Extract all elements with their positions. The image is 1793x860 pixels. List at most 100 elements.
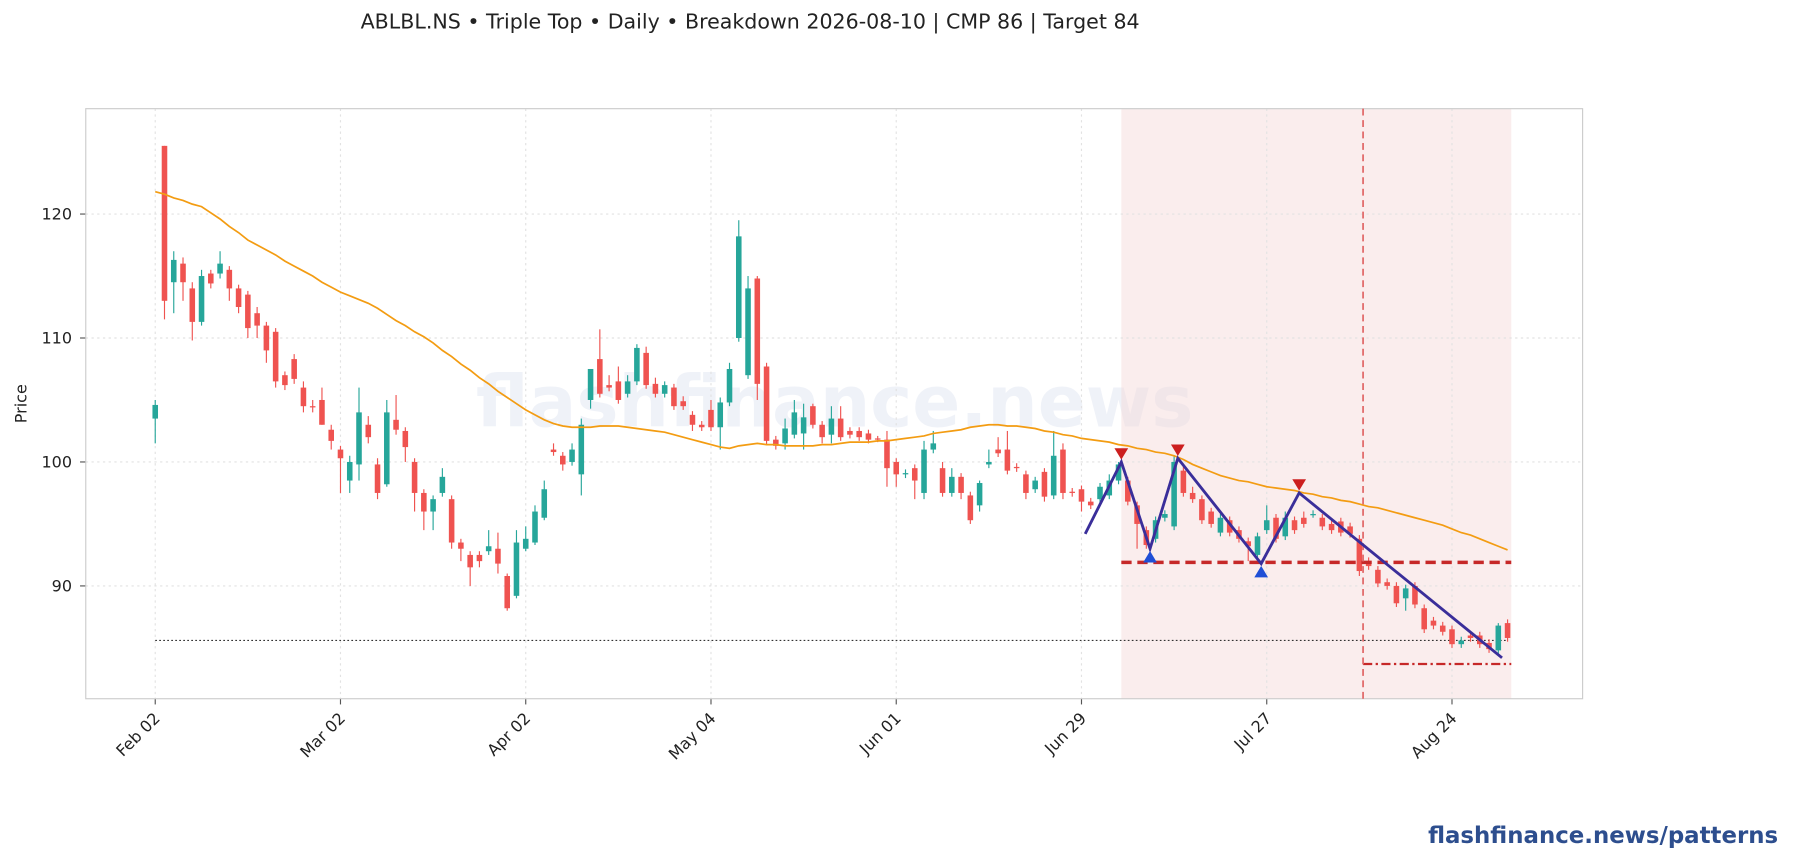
candle-body — [986, 461, 992, 465]
candle-body — [1356, 538, 1363, 572]
candle-body — [300, 387, 307, 407]
y-axis-label: Price — [11, 384, 30, 423]
x-tick-label: Feb 02 — [112, 709, 163, 760]
candle-body — [884, 439, 890, 469]
candle-body — [1013, 466, 1020, 469]
x-tick-label: Aug 24 — [1407, 709, 1461, 763]
candle-body — [958, 476, 964, 493]
candle-body — [1023, 474, 1029, 493]
candle-body — [1467, 635, 1474, 638]
candle-body — [1199, 499, 1205, 521]
candle-body — [282, 375, 288, 386]
candle-body — [1004, 449, 1011, 471]
candle-body — [1217, 517, 1224, 533]
y-tick-label: 100 — [41, 453, 72, 472]
candle-body — [680, 401, 686, 407]
candle-body — [217, 263, 223, 274]
candle-body — [245, 294, 251, 329]
candle-body — [606, 385, 612, 388]
candle-body — [1162, 514, 1168, 518]
candle-body — [1171, 461, 1177, 527]
candle-body — [1254, 536, 1261, 555]
pattern-zone — [1121, 108, 1512, 699]
candle-body — [495, 548, 501, 564]
candle-body — [1393, 585, 1400, 604]
y-tick-label: 90 — [52, 577, 72, 596]
candle-body — [1189, 492, 1196, 500]
candle-body — [384, 412, 390, 485]
candle-body — [1449, 629, 1455, 645]
candle-body — [365, 424, 372, 438]
candle-body — [930, 443, 937, 450]
candle-body — [1097, 486, 1103, 500]
candle-body — [1078, 489, 1085, 502]
candle-body — [1504, 623, 1511, 638]
candle-body — [1291, 520, 1298, 531]
candle-body — [1087, 501, 1094, 506]
candle-body — [374, 464, 381, 493]
candle-body — [1375, 569, 1381, 584]
candle-body — [615, 381, 622, 400]
candle-body — [1226, 520, 1233, 533]
candle-body — [745, 288, 751, 376]
candle-body — [1125, 480, 1131, 502]
candle-body — [1041, 471, 1048, 497]
candle-body — [597, 359, 603, 394]
candle-body — [337, 449, 344, 459]
candle-body — [587, 368, 594, 400]
candle-body — [782, 428, 788, 444]
candle-body — [560, 455, 566, 465]
candle-body — [439, 476, 446, 493]
candle-body — [1032, 480, 1038, 490]
candle-body — [458, 542, 464, 549]
trough-marker — [1254, 565, 1269, 578]
pattern-zigzag — [1083, 455, 1503, 659]
candle-body — [1412, 585, 1418, 605]
candle-body — [939, 468, 946, 493]
candle-body — [448, 499, 455, 543]
candle-body — [856, 430, 862, 438]
candle-body — [485, 546, 492, 552]
candle-body — [356, 412, 362, 465]
candle-body — [624, 381, 631, 394]
candle-body — [828, 418, 835, 435]
candle-body — [1495, 625, 1502, 651]
candle-body — [847, 430, 853, 435]
candle-body — [328, 429, 334, 441]
candle-body — [513, 542, 520, 596]
moving-average — [155, 190, 1508, 551]
candle-body — [949, 476, 955, 493]
candle-body — [1430, 620, 1437, 626]
y-tick-label: 110 — [41, 329, 72, 348]
candle-body — [430, 499, 436, 512]
candle-body — [226, 269, 233, 289]
candle-body — [911, 468, 918, 481]
candle-body — [569, 449, 575, 462]
candle-body — [393, 419, 399, 430]
candle-body — [791, 412, 798, 435]
candle-body — [522, 538, 529, 549]
candle-body — [1458, 640, 1465, 645]
candle-body — [541, 489, 548, 518]
watermark: flashfinance.news — [476, 361, 1193, 444]
candle-body — [411, 461, 418, 493]
candle-body — [476, 554, 483, 562]
candle-body — [800, 417, 807, 434]
candle-body — [671, 387, 677, 407]
candle-body — [1245, 541, 1251, 547]
peak-marker — [1292, 479, 1307, 491]
candle-body — [1050, 455, 1057, 496]
x-tick-label: Jul 27 — [1230, 709, 1276, 755]
candle-body — [819, 424, 825, 438]
candle-body — [921, 449, 927, 493]
candle-body — [208, 273, 214, 284]
candle-body — [1384, 582, 1390, 586]
candle-body — [773, 439, 779, 446]
candle-body — [161, 145, 168, 301]
candle-body — [467, 554, 473, 568]
peak-marker — [1170, 444, 1185, 456]
candle-body — [967, 495, 974, 521]
candle-body — [1301, 517, 1307, 524]
candle-body — [189, 288, 196, 322]
